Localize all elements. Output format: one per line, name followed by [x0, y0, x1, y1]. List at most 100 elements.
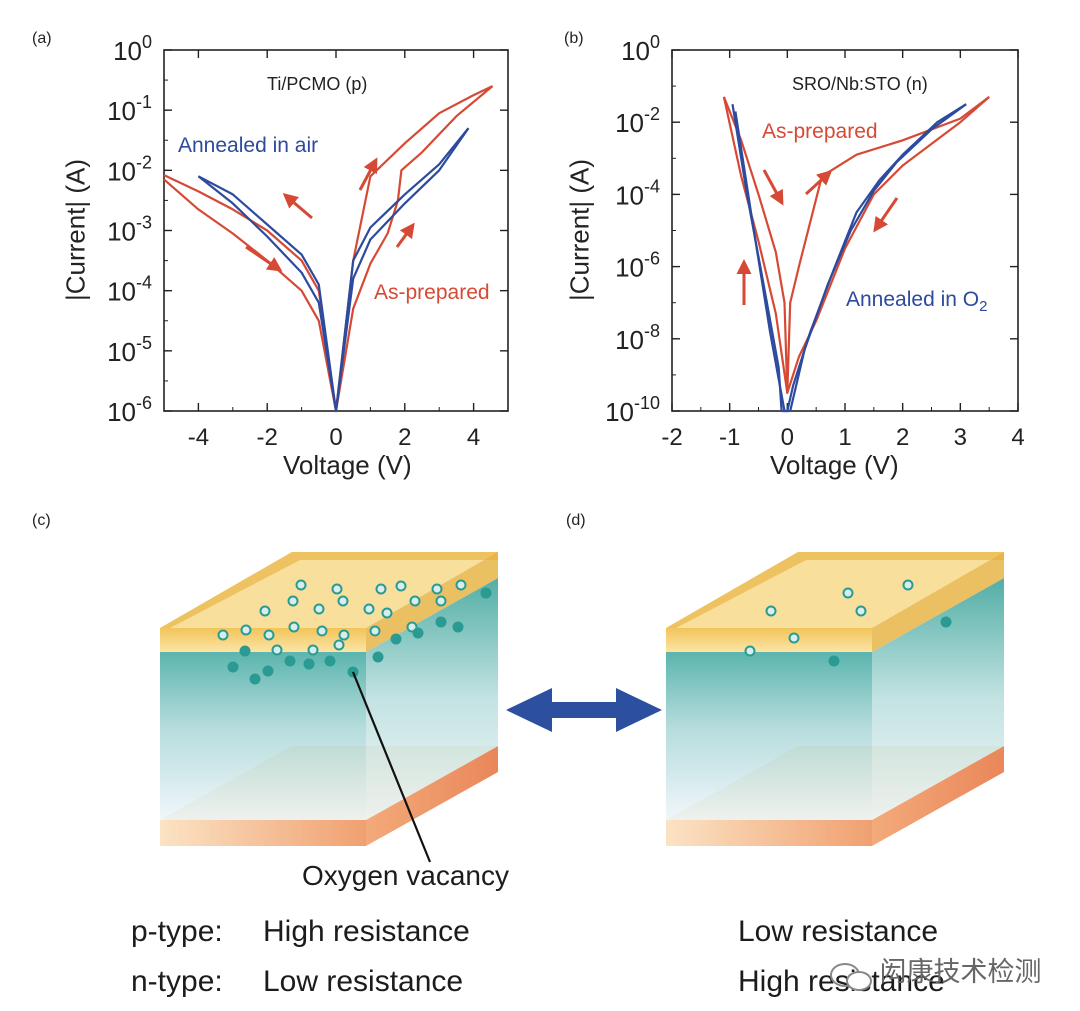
- oxygen-vacancy-dot: [375, 583, 387, 595]
- chart-a-curves: [163, 85, 494, 413]
- panel-d-letter: (d): [566, 512, 586, 529]
- wechat-icon: [828, 959, 872, 991]
- oxygen-vacancy-dot: [435, 616, 447, 628]
- oxygen-vacancy-dot: [409, 595, 421, 607]
- oxygen-vacancy-dot: [744, 645, 756, 657]
- chart-b-ticks: -2 -1 0 1 2 3 4 100 10-2 10-4 10-6 10-8 10-10: [605, 32, 1025, 451]
- block-d-top-electrode-rim: [666, 552, 1004, 628]
- chart-a-arrow: [358, 157, 378, 191]
- chart-a-arrow: [395, 222, 415, 248]
- chart-b-label-annealed-subscript: 2: [979, 298, 988, 316]
- oxygen-vacancy-dot: [324, 655, 336, 667]
- block-c-bottom-electrode-side: [366, 746, 498, 846]
- row-n-type-label: n-type:: [131, 965, 223, 998]
- x-tick-label: 4: [1011, 424, 1024, 451]
- chart-a-xlabel: Voltage (V): [283, 450, 412, 480]
- block-d-oxide-side: [872, 578, 1004, 820]
- oxygen-vacancy-dot: [480, 587, 492, 599]
- chart-b-arrow: [873, 197, 899, 233]
- block-c: [160, 552, 498, 846]
- block-d-top-electrode-front: [666, 628, 872, 652]
- oxygen-vacancy-dot: [303, 658, 315, 670]
- chart-b-curves: [722, 96, 990, 413]
- panel-a-letter: (a): [32, 30, 52, 47]
- oxygen-vacancy-dot: [363, 603, 375, 615]
- oxygen-vacancy-dot: [288, 621, 300, 633]
- oxygen-vacancy-dot: [263, 629, 275, 641]
- chart-b-direction-arrows: [736, 169, 899, 305]
- x-tick-label: 2: [896, 424, 909, 451]
- chart-b: -2 -1 0 1 2 3 4 100 10-2 10-4 10-6 10-8 10-10: [605, 32, 1025, 451]
- chart-b-xlabel: Voltage (V): [770, 450, 899, 480]
- oxygen-vacancy-dot: [295, 579, 307, 591]
- chart-a: -4 -2 0 2 4 100 10-1 10-2 10-3 10-4 10-5 10-6: [107, 32, 509, 451]
- block-d-bottom-electrode-front: [666, 820, 872, 846]
- y-tick-label: 10-8: [615, 321, 660, 355]
- chart-a-label-as-prepared: As-prepared: [374, 281, 490, 304]
- oxygen-vacancy-dot: [259, 605, 271, 617]
- series-line: [163, 85, 494, 413]
- y-tick-label: 100: [621, 32, 660, 66]
- series-line: [734, 103, 967, 413]
- oxygen-vacancy-dot: [369, 625, 381, 637]
- series-line: [722, 96, 990, 394]
- oxygen-vacancy-dot: [940, 616, 952, 628]
- chart-a-direction-arrows: [245, 157, 415, 272]
- oxygen-vacancy-dot: [765, 605, 777, 617]
- block-d-top-electrode-top: [666, 552, 1004, 628]
- oxygen-vacancy-dot: [855, 605, 867, 617]
- oxygen-vacancy-dot: [239, 645, 251, 657]
- x-tick-label: -2: [661, 424, 682, 451]
- watermark-text: 闳康技术检测: [879, 957, 1042, 987]
- oxygen-vacancy-label: Oxygen vacancy: [302, 860, 509, 891]
- oxygen-vacancy-dot: [287, 595, 299, 607]
- chart-a-label-annealed: Annealed in air: [178, 134, 319, 157]
- oxygen-vacancy-dot: [337, 595, 349, 607]
- oxygen-vacancy-dot: [455, 579, 467, 591]
- oxygen-vacancy-dot: [249, 673, 261, 685]
- x-tick-label: 0: [329, 424, 342, 451]
- y-tick-label: 10-2: [615, 104, 660, 138]
- oxygen-vacancy-dot: [262, 665, 274, 677]
- oxygen-vacancy-dot: [333, 639, 345, 651]
- chart-b-arrow: [762, 169, 784, 206]
- switching-double-arrow: [506, 688, 662, 732]
- oxygen-vacancy-dot: [431, 583, 443, 595]
- block-c-top-electrode-top: [160, 552, 498, 628]
- x-tick-label: 4: [467, 424, 480, 451]
- oxygen-vacancy-dot: [842, 587, 854, 599]
- y-tick-label: 10-4: [107, 273, 152, 307]
- x-tick-label: -1: [719, 424, 740, 451]
- y-tick-label: 10-2: [107, 152, 152, 186]
- block-c-top-electrode-rim: [160, 552, 498, 628]
- block-d-vacancies: [744, 579, 952, 667]
- y-tick-label: 10-3: [107, 213, 152, 247]
- y-tick-label: 10-6: [615, 249, 660, 283]
- block-d-bottom-electrode-side: [872, 746, 1004, 846]
- y-tick-label: 10-4: [615, 176, 660, 210]
- chart-a-title: Ti/PCMO (p): [267, 74, 368, 94]
- x-tick-label: 3: [954, 424, 967, 451]
- y-tick-label: 10-6: [107, 393, 152, 427]
- series-line: [197, 127, 470, 413]
- y-tick-label: 100: [113, 32, 152, 66]
- oxygen-vacancy-dot: [381, 607, 393, 619]
- row-p-type-left: High resistance: [263, 915, 470, 948]
- oxygen-vacancy-dot: [902, 579, 914, 591]
- block-d: [666, 552, 1004, 846]
- row-p-type-label: p-type:: [131, 915, 223, 948]
- block-c-vacancies: [217, 579, 492, 685]
- chart-b-label-as-prepared: As-prepared: [762, 120, 878, 143]
- oxygen-vacancy-dot: [227, 661, 239, 673]
- oxygen-vacancy-dot: [313, 603, 325, 615]
- series-line: [722, 96, 990, 394]
- oxygen-vacancy-dot: [452, 621, 464, 633]
- block-d-top-electrode-side: [872, 552, 1004, 652]
- oxygen-vacancy-dot: [435, 595, 447, 607]
- block-c-oxide-front: [160, 652, 366, 820]
- watermark: 闳康技术检测: [828, 950, 1042, 991]
- oxygen-vacancy-dot: [395, 580, 407, 592]
- chart-b-arrow: [804, 169, 833, 196]
- block-c-top-electrode-side: [366, 552, 498, 652]
